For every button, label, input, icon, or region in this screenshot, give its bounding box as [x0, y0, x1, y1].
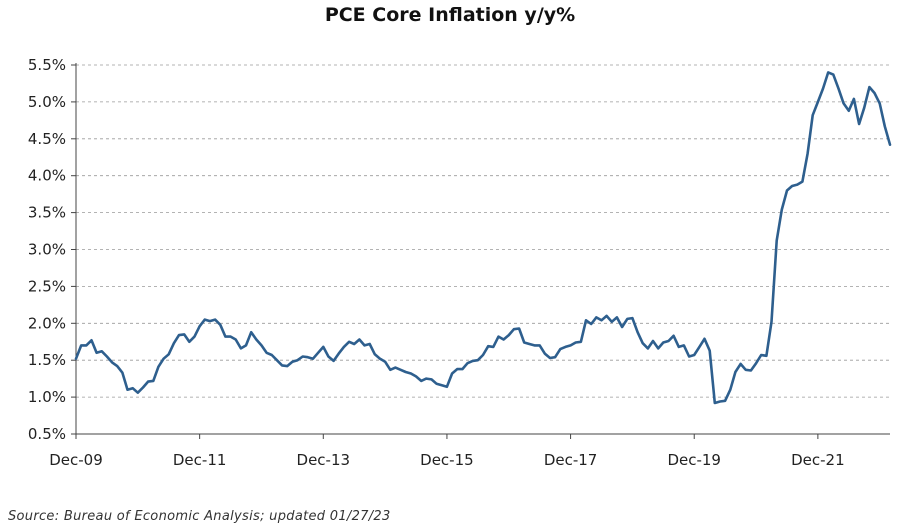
series-layer — [74, 71, 892, 405]
x-tick-label: Dec-13 — [297, 451, 351, 469]
y-axis-tick-labels: 0.5% 1.0% 1.5% 2.0% 2.5% 3.0% 3.5% 4.0% 4.5% 5.0%… — [28, 56, 66, 443]
x-tick-label: Dec-21 — [791, 451, 845, 469]
x-tick-label: Dec-09 — [49, 451, 103, 469]
gridlines — [76, 64, 890, 398]
y-tick-label: 1.0% — [28, 388, 66, 406]
y-tick-label: 3.5% — [28, 204, 66, 222]
y-tick-label: 4.0% — [28, 167, 66, 185]
y-tick-label: 2.0% — [28, 314, 66, 332]
y-tick-label: 3.0% — [28, 241, 66, 259]
y-tick-label: 4.5% — [28, 130, 66, 148]
x-tick-label: Dec-19 — [667, 451, 721, 469]
y-tick-label: 5.5% — [28, 56, 66, 74]
y-tick-label: 2.5% — [28, 277, 66, 295]
y-tick-label: 0.5% — [28, 425, 66, 443]
x-axis-tick-labels: Dec-09 Dec-11 Dec-13 Dec-15 Dec-17 Dec-19 Dec-… — [49, 451, 844, 469]
source-note: Source: Bureau of Economic Analysis; upd… — [8, 509, 391, 524]
y-tick-label: 5.0% — [28, 93, 66, 111]
x-tick-label: Dec-11 — [173, 451, 227, 469]
x-tick-label: Dec-15 — [420, 451, 474, 469]
x-tick-label: Dec-17 — [544, 451, 598, 469]
axes — [71, 63, 890, 439]
series-line — [74, 71, 892, 405]
chart-title: PCE Core Inflation y/y% — [324, 4, 576, 26]
y-tick-label: 1.5% — [28, 351, 66, 369]
